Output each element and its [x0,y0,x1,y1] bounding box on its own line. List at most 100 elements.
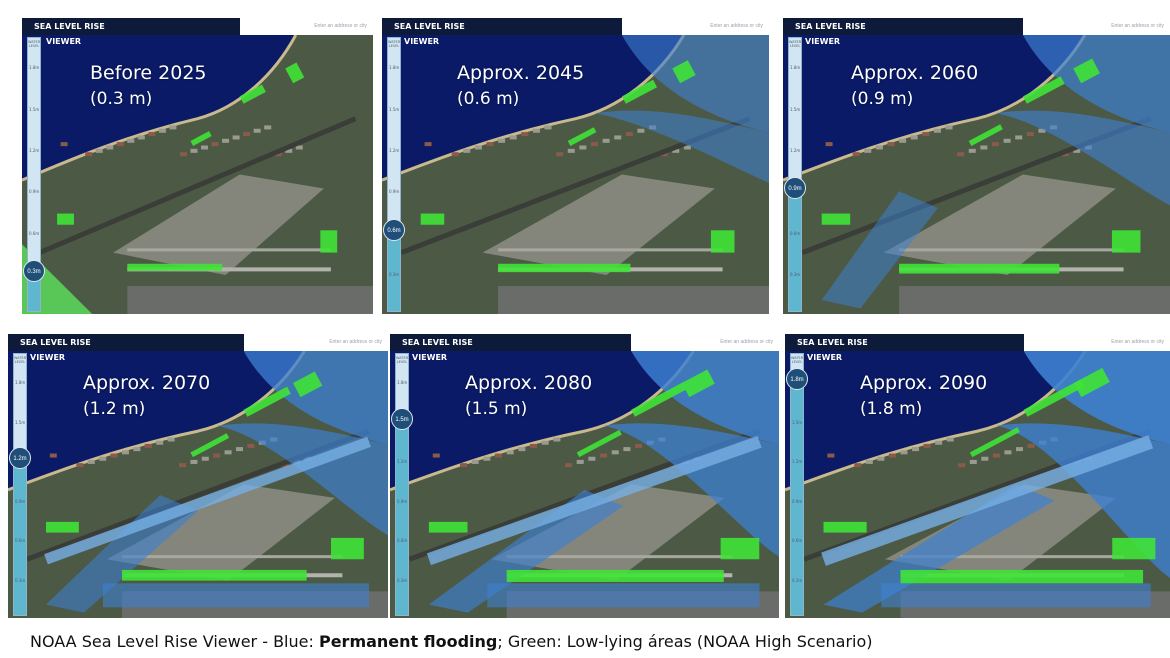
building [933,128,941,133]
building [1027,443,1035,448]
caption-prefix: NOAA Sea Level Rise Viewer - Blue: [30,632,319,651]
building [243,132,251,137]
flood-map[interactable] [382,35,769,314]
low-lying-area [285,62,305,84]
low-lying-area [823,521,867,533]
building [553,437,561,442]
gauge-tick-label: 1.8m [389,65,400,70]
flood-map[interactable] [783,35,1170,314]
water-level-knob[interactable]: 1.2m [9,447,31,469]
building [600,453,608,458]
building [825,142,833,147]
building [910,135,918,140]
gauge-header: WATER LEVEL [791,356,804,364]
water-level-knob[interactable]: 1.5m [391,408,413,430]
address-search-input[interactable]: Enter an address or city [1024,334,1170,351]
scenario-period: Approx. 2060 [851,62,979,84]
flood-map[interactable] [22,35,373,314]
scenario-period: Approx. 2070 [83,372,211,394]
gauge-header: WATER LEVEL [789,40,802,48]
gauge-tick-label: 0.9m [15,499,26,504]
building [169,125,177,130]
water-level-knob[interactable]: 1.8m [786,368,808,390]
scenario-label: Approx. 2060 (0.9 m) [851,60,978,112]
gauge-tick-label: 1.2m [29,148,40,153]
water-level-knob[interactable]: 0.9m [784,177,806,199]
gauge-tick-label: 1.8m [29,65,40,70]
building [49,453,57,458]
low-lying-area [621,79,658,104]
building [486,142,494,147]
low-lying-area [899,263,1060,274]
building [285,148,293,153]
building [576,459,584,464]
building [935,440,943,445]
gauge-fill [396,419,408,615]
building [76,463,84,468]
building [213,453,221,458]
gauge-tick-label: 1.8m [790,65,801,70]
flood-map[interactable] [390,351,779,618]
building [133,447,141,452]
scenario-period: Before 2025 [90,62,207,84]
land-area [785,351,1170,618]
low-lying-area [428,521,468,533]
building [498,138,506,143]
gauge-tick-label: 1.2m [389,148,400,153]
gauge-tick-label: 0.6m [15,538,26,543]
building [957,152,965,157]
flood-map[interactable] [785,351,1170,618]
scenario-label: Approx. 2070 (1.2 m) [83,370,210,422]
figure-caption: NOAA Sea Level Rise Viewer - Blue: Perma… [30,632,873,651]
building [1016,447,1023,452]
building [167,437,175,442]
address-search-input[interactable]: Enter an address or city [631,334,779,351]
building [222,138,230,143]
permanent-flooding-zone [995,110,1170,206]
gauge-fill [789,188,801,311]
building [474,145,482,150]
building [968,148,976,153]
gauge-tick-label: 1.5m [29,107,40,112]
building [852,152,860,157]
low-lying-area [190,131,212,146]
gauge-header: WATER LEVEL [388,40,401,48]
viewer-label: VIEWER [805,37,841,46]
building [544,125,552,130]
low-lying-area [631,382,687,417]
low-lying-area [293,371,323,398]
gauge-tick-label: 0.3m [15,578,26,583]
low-lying-area [498,263,631,273]
gauge-tick-label: 0.9m [29,189,40,194]
building [981,456,989,461]
building [827,453,835,458]
water-level-knob[interactable]: 0.6m [383,219,405,241]
address-search-input[interactable]: Enter an address or city [244,334,388,351]
app-title-bar: SEA LEVEL RISE [8,334,244,351]
building [236,447,243,452]
flooded-runway [426,435,762,566]
low-lying-area [710,230,735,253]
land-area [382,35,769,314]
low-lying-area [1023,379,1085,417]
building [623,447,631,452]
permanent-flooding-zone [103,583,369,608]
address-search-input[interactable]: Enter an address or city [240,18,373,35]
building [864,148,872,153]
flood-map[interactable] [8,351,388,618]
water-level-knob[interactable]: 0.3m [23,260,45,282]
scenario-label: Approx. 2045 (0.6 m) [457,60,584,112]
address-search-input[interactable]: Enter an address or city [1023,18,1170,35]
scenario-rise: (1.8 m) [860,399,923,419]
app-title-bar: SEA LEVEL RISE [390,334,631,351]
gauge-tick-label: 1.8m [397,380,408,385]
low-lying-area [567,127,597,146]
building [958,463,966,468]
address-search-input[interactable]: Enter an address or city [622,18,769,35]
gauge-fill [388,229,400,311]
